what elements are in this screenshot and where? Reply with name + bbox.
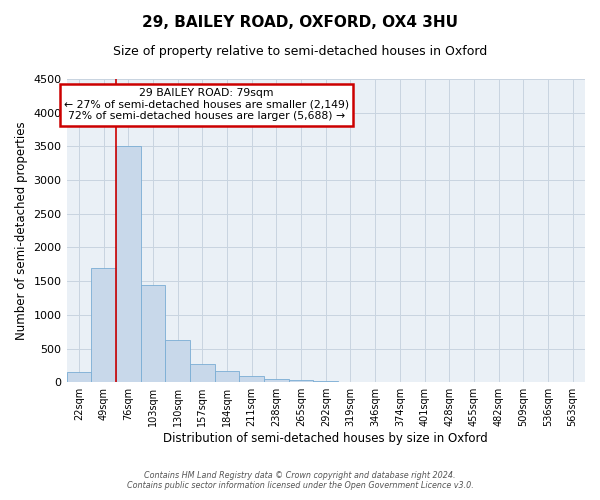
Bar xyxy=(190,364,215,382)
Text: 29, BAILEY ROAD, OXFORD, OX4 3HU: 29, BAILEY ROAD, OXFORD, OX4 3HU xyxy=(142,15,458,30)
Bar xyxy=(239,376,264,382)
Bar xyxy=(67,372,91,382)
Bar xyxy=(215,372,239,382)
Bar xyxy=(313,380,338,382)
Bar xyxy=(289,380,313,382)
Text: 29 BAILEY ROAD: 79sqm
← 27% of semi-detached houses are smaller (2,149)
72% of s: 29 BAILEY ROAD: 79sqm ← 27% of semi-deta… xyxy=(64,88,349,122)
X-axis label: Distribution of semi-detached houses by size in Oxford: Distribution of semi-detached houses by … xyxy=(163,432,488,445)
Text: Contains HM Land Registry data © Crown copyright and database right 2024.
Contai: Contains HM Land Registry data © Crown c… xyxy=(127,470,473,490)
Bar xyxy=(165,340,190,382)
Y-axis label: Number of semi-detached properties: Number of semi-detached properties xyxy=(15,122,28,340)
Bar xyxy=(116,146,140,382)
Bar xyxy=(264,378,289,382)
Bar xyxy=(91,268,116,382)
Bar xyxy=(140,284,165,382)
Text: Size of property relative to semi-detached houses in Oxford: Size of property relative to semi-detach… xyxy=(113,45,487,58)
